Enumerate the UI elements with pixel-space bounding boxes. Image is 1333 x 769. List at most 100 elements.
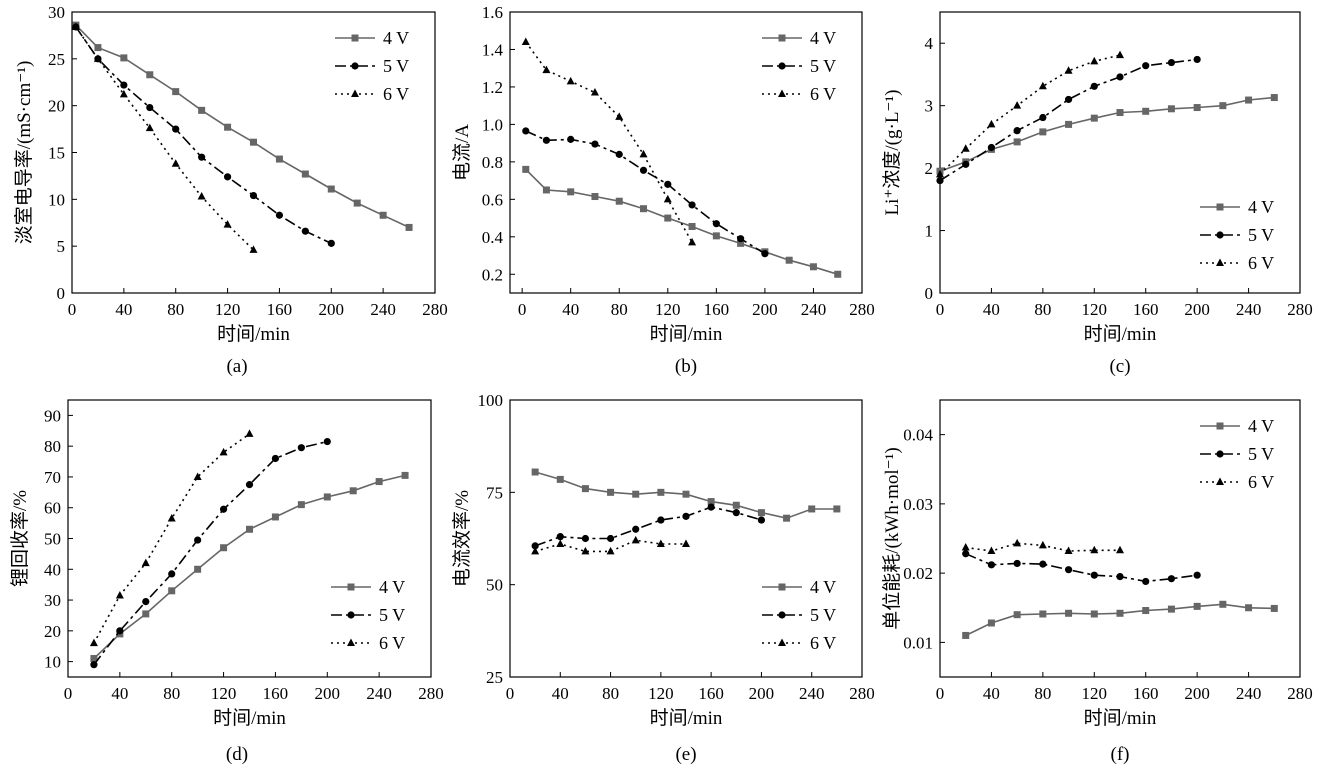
data-point: [142, 610, 150, 618]
y-tick-label: 0.02: [903, 564, 933, 583]
data-point: [962, 160, 970, 168]
data-point: [581, 546, 590, 555]
chart-panel-1: 0 40 80 120 160 200 240 280 0 5 10 15 20 25 30 时间/min 淡室…: [13, 3, 448, 377]
x-tick-label: 80: [167, 300, 184, 319]
data-point: [606, 534, 615, 543]
series-line: [939, 58, 1198, 182]
data-point: [223, 220, 232, 228]
x-tick-label: 0: [936, 684, 945, 703]
data-point: [94, 44, 102, 52]
y-tick-label: 2: [925, 159, 934, 178]
legend-marker-6V: [778, 638, 786, 646]
series-5V: [936, 55, 1201, 185]
series-line: [93, 433, 250, 644]
data-point: [936, 169, 944, 178]
series-6V: [521, 37, 697, 246]
data-point: [220, 544, 228, 552]
series-line: [93, 474, 406, 660]
data-point: [323, 437, 331, 446]
data-point: [1064, 66, 1073, 74]
data-point: [1142, 577, 1150, 586]
y-tick-label: 80: [44, 437, 61, 456]
data-point: [531, 546, 540, 555]
x-tick-label: 200: [1184, 684, 1210, 703]
data-point: [145, 123, 154, 132]
data-point: [405, 223, 413, 231]
plot-frame: [939, 11, 1301, 294]
series-6V: [89, 429, 254, 647]
y-tick-label: 70: [44, 468, 61, 487]
data-point: [250, 138, 257, 146]
y-axis-label: 电流/A: [451, 124, 473, 181]
x-tick-label: 120: [215, 300, 241, 319]
x-tick-label: 240: [366, 684, 392, 703]
y-tick-label: 30: [44, 591, 61, 610]
panel-caption: (e): [675, 744, 696, 765]
data-point: [1167, 605, 1175, 613]
x-tick-label: 120: [1082, 684, 1108, 703]
data-point: [591, 193, 599, 201]
y-tick-label: 3: [925, 97, 934, 116]
data-point: [567, 188, 575, 196]
data-point: [682, 490, 690, 498]
x-tick-label: 160: [704, 300, 730, 319]
data-point: [246, 525, 253, 533]
data-point: [271, 513, 279, 521]
x-tick-label: 0: [936, 300, 945, 319]
data-point: [1013, 127, 1021, 135]
data-point: [1090, 56, 1099, 65]
y-axis-label: 锂回收率/%: [9, 490, 31, 587]
series-5V: [962, 550, 1201, 586]
data-point: [987, 619, 995, 627]
data-point: [194, 536, 202, 544]
y-tick-label: 0.6: [482, 190, 503, 209]
data-point: [590, 88, 599, 96]
x-tick-label: 40: [111, 684, 128, 703]
y-tick-label: 10: [44, 653, 61, 672]
data-point: [961, 144, 970, 152]
y-tick-label: 0.04: [903, 426, 933, 445]
x-tick-label: 200: [319, 300, 345, 319]
y-tick-label: 0.01: [903, 633, 933, 652]
x-tick-label: 240: [370, 300, 396, 319]
series-4V: [531, 468, 841, 522]
data-point: [809, 263, 817, 271]
data-point: [349, 487, 357, 495]
data-point: [783, 514, 791, 522]
data-point: [1116, 572, 1124, 581]
data-point: [115, 590, 124, 599]
data-point: [531, 468, 539, 476]
data-point: [556, 533, 564, 541]
x-tick-label: 160: [1133, 300, 1159, 319]
data-point: [1090, 610, 1098, 618]
y-tick-label: 0.03: [903, 495, 933, 514]
legend-label-4V: 4 V: [810, 28, 836, 48]
data-point: [566, 76, 575, 85]
data-point: [581, 485, 589, 493]
x-axis-label: 时间/min: [1084, 707, 1157, 729]
data-point: [1219, 102, 1227, 110]
y-tick-label: 5: [57, 237, 66, 256]
data-point: [167, 513, 176, 522]
data-point: [688, 237, 697, 246]
data-point: [581, 534, 590, 543]
data-point: [640, 205, 648, 213]
series-line: [939, 96, 1275, 172]
legend: 4 V 5 V 6 V: [762, 28, 836, 104]
x-tick-label: 160: [267, 300, 293, 319]
legend-marker-4V: [778, 583, 786, 591]
data-point: [542, 136, 551, 144]
y-tick-label: 0.8: [482, 153, 503, 172]
x-tick-label: 160: [698, 684, 724, 703]
data-point: [761, 250, 769, 258]
legend-label-4V: 4 V: [1248, 197, 1274, 217]
legend-label-6V: 6 V: [1248, 472, 1274, 492]
data-point: [664, 180, 672, 188]
legend: 4 V 5 V 6 V: [1200, 416, 1274, 492]
data-point: [556, 539, 565, 548]
data-point: [323, 493, 331, 501]
data-point: [1064, 95, 1073, 104]
y-tick-label: 50: [486, 576, 503, 595]
data-point: [327, 185, 335, 193]
data-point: [249, 191, 258, 200]
